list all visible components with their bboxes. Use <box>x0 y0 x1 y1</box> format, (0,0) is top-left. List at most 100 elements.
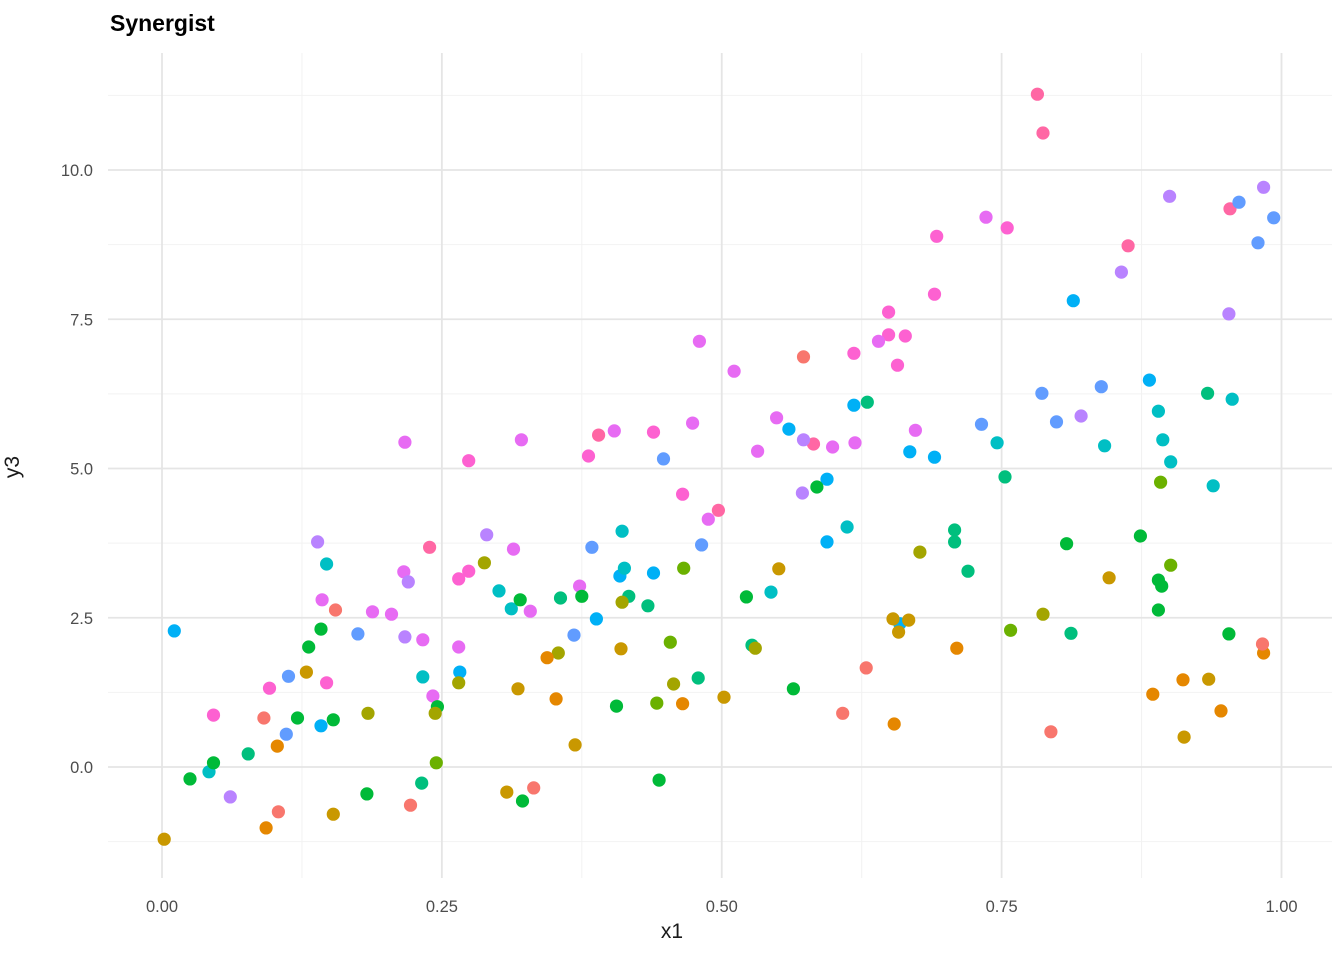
data-point <box>927 287 942 301</box>
data-point <box>826 440 840 454</box>
data-point <box>1064 626 1078 640</box>
data-point <box>183 772 197 786</box>
data-point <box>1000 221 1014 235</box>
data-point <box>426 689 440 703</box>
data-point <box>416 670 430 684</box>
data-point <box>1177 730 1191 744</box>
data-point <box>299 665 313 679</box>
data-point <box>615 524 629 538</box>
data-point <box>302 640 316 654</box>
y-tick-label: 2.5 <box>70 610 93 628</box>
data-point <box>836 706 850 720</box>
data-point <box>514 433 529 447</box>
data-point <box>365 605 380 619</box>
data-point <box>820 535 834 549</box>
data-point <box>1114 265 1128 279</box>
data-point <box>882 305 896 319</box>
data-point <box>1214 704 1228 718</box>
data-point <box>913 545 927 559</box>
data-point <box>810 480 824 494</box>
data-point <box>641 599 655 613</box>
data-point <box>452 676 466 690</box>
data-point <box>717 690 731 704</box>
data-point <box>1004 623 1018 637</box>
data-point <box>1164 558 1178 572</box>
data-point <box>398 630 412 644</box>
data-point <box>950 641 964 655</box>
data-point <box>1060 537 1074 551</box>
data-point <box>848 436 862 450</box>
data-point <box>428 706 442 720</box>
chart-title: Synergist <box>110 10 215 36</box>
data-point <box>1163 189 1177 203</box>
data-point <box>948 535 962 549</box>
data-point <box>686 416 700 430</box>
x-tick-label: 0.25 <box>426 898 458 916</box>
data-point <box>477 556 491 570</box>
data-point <box>847 398 861 412</box>
data-point <box>500 785 514 799</box>
data-point <box>782 422 796 436</box>
panel-background <box>108 53 1332 878</box>
data-point <box>1146 687 1160 701</box>
data-point <box>739 590 754 604</box>
data-point <box>908 423 923 437</box>
data-point <box>1030 87 1044 101</box>
data-point <box>403 798 418 812</box>
data-point <box>314 622 328 636</box>
data-point <box>1155 579 1169 593</box>
data-point <box>898 329 912 343</box>
data-point <box>614 642 628 656</box>
data-point <box>667 677 681 691</box>
data-point <box>652 773 666 787</box>
data-point <box>691 671 705 685</box>
data-point <box>1036 126 1050 140</box>
data-point <box>360 787 374 801</box>
data-point <box>650 696 664 710</box>
data-point <box>573 579 587 593</box>
x-tick-label: 0.00 <box>146 898 178 916</box>
y-tick-label: 10.0 <box>61 162 93 180</box>
data-point <box>1098 439 1112 453</box>
data-point <box>727 364 741 378</box>
data-point <box>206 756 221 770</box>
data-point <box>452 572 466 586</box>
data-point <box>398 435 412 449</box>
data-point <box>1036 607 1050 621</box>
data-point <box>1267 211 1281 225</box>
data-point <box>271 805 285 819</box>
data-point <box>553 591 568 605</box>
data-point <box>859 661 873 675</box>
data-point <box>1142 373 1156 387</box>
data-point <box>462 454 476 468</box>
data-point <box>646 425 661 439</box>
data-point <box>1222 627 1236 641</box>
data-point <box>1102 571 1116 585</box>
data-point <box>1206 479 1220 493</box>
data-point <box>927 450 942 464</box>
data-point <box>1154 475 1168 489</box>
data-point <box>974 417 989 431</box>
data-point <box>314 719 328 733</box>
data-point <box>452 640 466 654</box>
data-point <box>167 624 181 638</box>
data-point <box>279 727 293 741</box>
data-point <box>1151 404 1165 418</box>
data-point <box>1074 409 1088 423</box>
data-point <box>515 794 530 808</box>
data-point <box>886 612 900 626</box>
y-tick-label: 0.0 <box>70 759 93 777</box>
data-point <box>764 585 778 599</box>
data-point <box>748 641 762 655</box>
data-point <box>1251 236 1265 250</box>
data-point <box>270 739 284 753</box>
data-point <box>840 520 854 534</box>
data-point <box>290 711 305 725</box>
data-point <box>423 540 437 554</box>
data-point <box>796 350 811 364</box>
data-point <box>890 358 905 372</box>
data-point <box>527 781 541 795</box>
data-point <box>1156 433 1170 447</box>
data-point <box>795 486 810 500</box>
